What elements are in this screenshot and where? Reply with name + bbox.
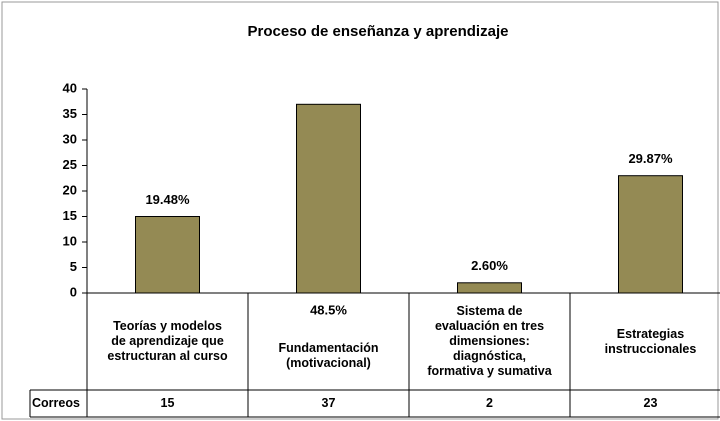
chart-title: Proceso de enseñanza y aprendizaje	[248, 23, 509, 40]
y-tick-label: 0	[70, 284, 77, 299]
x-tick-label: Fundamentación (motivacional)	[278, 341, 379, 370]
y-tick-label: 35	[63, 106, 77, 121]
y-tick-label: 30	[63, 131, 77, 146]
table-value: 2	[486, 396, 493, 410]
x-tick-label: Teorías y modelos de aprendizaje que est…	[107, 319, 228, 363]
series-name: Correos	[32, 396, 80, 410]
x-tick-label: Sistema de evaluación en tres dimensione…	[427, 304, 552, 378]
x-tick-label: Estrategias instruccionales	[604, 326, 697, 356]
annotation: 19.48%	[145, 192, 190, 207]
bar	[457, 282, 522, 294]
table-value: 23	[643, 396, 658, 410]
bar	[135, 216, 200, 294]
y-tick-label: 15	[63, 208, 77, 223]
y-tick-label: 10	[63, 233, 77, 248]
y-tick-label: 5	[70, 259, 77, 274]
annotation: 2.60%	[471, 258, 508, 273]
annotation: 29.87%	[628, 151, 673, 166]
bar	[296, 103, 361, 294]
y-tick-label: 25	[63, 157, 77, 172]
table-value: 15	[160, 396, 175, 410]
bar	[618, 175, 683, 294]
table-value: 37	[321, 396, 336, 410]
y-tick-label: 20	[63, 182, 77, 197]
y-tick-label: 40	[63, 80, 77, 95]
annotation: 48.5%	[310, 302, 347, 317]
